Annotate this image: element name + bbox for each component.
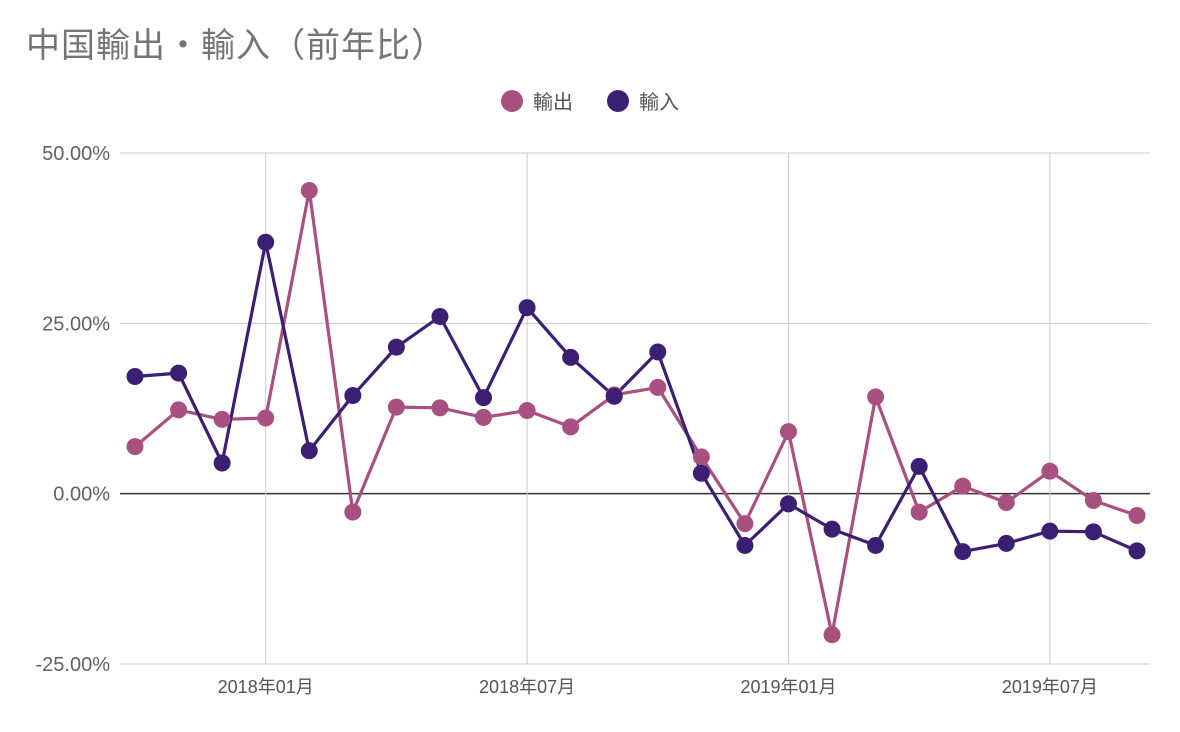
data-point-imports [431, 308, 449, 326]
data-point-imports [213, 454, 231, 472]
data-point-imports [692, 464, 710, 482]
y-tick-label: 50.00% [42, 143, 110, 165]
data-point-imports [823, 520, 841, 538]
legend-swatch-imports [607, 89, 629, 112]
legend: 輸出 輸入 [0, 86, 1180, 115]
data-point-imports [997, 534, 1015, 552]
data-point-imports [257, 233, 275, 251]
data-point-exports [126, 438, 144, 456]
legend-swatch-exports [501, 89, 523, 112]
data-point-exports [213, 410, 231, 428]
data-point-imports [300, 442, 318, 460]
data-point-imports [605, 387, 623, 405]
x-tick-label: 2018年01月 [218, 677, 314, 697]
data-point-imports [1128, 542, 1146, 560]
data-point-exports [1041, 462, 1059, 480]
data-point-imports [518, 299, 536, 317]
data-point-exports [257, 409, 275, 427]
data-point-imports [954, 543, 972, 561]
data-point-imports [910, 457, 928, 475]
data-point-imports [1084, 523, 1102, 541]
data-point-exports [170, 401, 188, 419]
data-point-imports [344, 387, 362, 405]
data-point-exports [1084, 491, 1102, 509]
data-point-exports [518, 402, 536, 420]
series-line-exports [133, 188, 1138, 637]
data-point-imports [475, 389, 493, 407]
data-point-exports [1128, 506, 1146, 524]
data-point-exports [431, 399, 449, 417]
data-point-exports [736, 515, 754, 533]
y-tick-label: 0.00% [53, 484, 110, 506]
data-point-imports [126, 367, 144, 385]
data-point-imports [562, 348, 580, 366]
data-point-exports [692, 448, 710, 466]
data-point-imports [649, 343, 667, 361]
data-point-exports [475, 408, 493, 426]
data-point-exports [387, 398, 405, 416]
y-tick-label: -25.00% [36, 654, 111, 676]
data-point-exports [300, 181, 318, 199]
chart-title: 中国輸出・輸入（前年比） [26, 26, 446, 66]
x-tick-label: 2019年07月 [1002, 677, 1098, 697]
data-point-exports [997, 494, 1015, 512]
data-point-imports [779, 495, 797, 513]
legend-label-exports: 輸出 [533, 90, 573, 114]
series-line-imports [134, 240, 1138, 554]
legend-label-imports: 輸入 [639, 90, 679, 114]
data-point-imports [736, 536, 754, 554]
x-tick-label: 2019年01月 [740, 677, 836, 697]
data-point-exports [910, 503, 928, 521]
data-point-imports [170, 364, 188, 382]
data-point-imports [1041, 522, 1059, 540]
data-point-exports [779, 423, 797, 441]
data-point-exports [562, 418, 580, 436]
data-point-imports [387, 338, 405, 356]
y-tick-label: 25.00% [42, 313, 110, 335]
legend-item-exports[interactable]: 輸出 [501, 86, 573, 115]
legend-item-imports[interactable]: 輸入 [607, 86, 679, 115]
data-point-exports [954, 477, 972, 495]
data-point-exports [649, 378, 667, 396]
data-point-imports [867, 536, 885, 554]
data-point-exports [344, 503, 362, 521]
x-tick-label: 2018年07月 [479, 677, 575, 697]
data-point-exports [823, 626, 841, 644]
data-point-exports [867, 388, 885, 406]
